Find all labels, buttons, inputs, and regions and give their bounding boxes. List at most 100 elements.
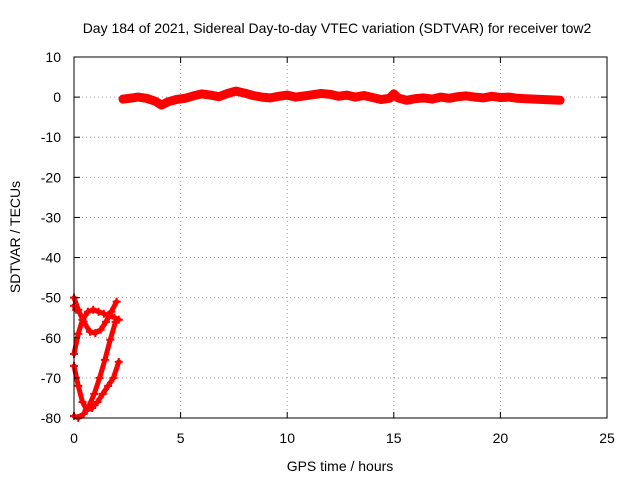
data-point xyxy=(100,355,109,364)
data-point xyxy=(291,93,300,102)
data-point xyxy=(547,95,556,104)
data-point xyxy=(394,93,403,102)
data-point xyxy=(453,92,462,101)
y-tick-label: 0 xyxy=(53,89,61,105)
data-point xyxy=(504,93,513,102)
x-tick-label: 5 xyxy=(177,430,185,446)
series-branch-2 xyxy=(70,305,123,358)
data-point xyxy=(470,93,479,102)
x-tick-label: 15 xyxy=(386,430,402,446)
data-point xyxy=(521,94,530,103)
data-point xyxy=(462,91,471,100)
data-point xyxy=(101,317,110,326)
data-point xyxy=(556,96,565,105)
data-point xyxy=(106,335,115,344)
data-point xyxy=(428,95,437,104)
data-point xyxy=(411,94,420,103)
data-point xyxy=(317,89,326,98)
series-line xyxy=(71,359,122,413)
data-point xyxy=(487,92,496,101)
data-point xyxy=(98,389,107,398)
data-point xyxy=(94,307,103,316)
data-point xyxy=(78,315,87,324)
data-point xyxy=(223,89,232,98)
data-point xyxy=(368,93,377,102)
data-point xyxy=(436,93,445,102)
data-point xyxy=(377,95,386,104)
data-point xyxy=(385,94,394,103)
data-point xyxy=(240,89,249,98)
data-point xyxy=(283,91,292,100)
data-point xyxy=(111,317,120,326)
data-point xyxy=(342,91,351,100)
data-point xyxy=(197,89,206,98)
data-point xyxy=(274,92,283,101)
data-point xyxy=(351,93,360,102)
y-tick-label: -30 xyxy=(41,209,61,225)
series-branch-3 xyxy=(70,357,123,414)
data-point xyxy=(214,92,223,101)
data-point xyxy=(496,93,505,102)
data-point xyxy=(74,329,83,338)
data-point xyxy=(266,93,275,102)
series-branch-4 xyxy=(70,317,120,422)
data-point xyxy=(109,373,118,382)
data-point xyxy=(99,309,108,318)
data-point xyxy=(419,93,428,102)
data-point xyxy=(163,97,172,106)
data-point xyxy=(105,311,114,320)
data-point xyxy=(359,91,368,100)
y-tick-label: 10 xyxy=(45,49,61,65)
chart-title: Day 184 of 2021, Sidereal Day-to-day VTE… xyxy=(83,20,592,36)
x-tick-label: 25 xyxy=(599,430,615,446)
x-tick-label: 0 xyxy=(70,430,78,446)
data-point xyxy=(85,327,94,336)
data-point xyxy=(300,91,309,100)
plot-frame xyxy=(73,56,608,419)
data-point xyxy=(180,94,189,103)
data-point xyxy=(91,328,100,337)
data-point xyxy=(539,95,548,104)
data-point xyxy=(84,401,93,410)
data-point xyxy=(96,325,105,334)
data-point xyxy=(89,305,98,314)
data-point xyxy=(389,89,398,98)
data-point xyxy=(93,397,102,406)
data-point xyxy=(334,92,343,101)
y-tick-label: -80 xyxy=(41,410,61,426)
x-tick-label: 10 xyxy=(279,430,295,446)
series-main-track xyxy=(118,86,565,110)
x-tick-label: 20 xyxy=(493,430,509,446)
data-point xyxy=(133,93,142,102)
y-tick-label: -70 xyxy=(41,370,61,386)
data-point xyxy=(189,91,198,100)
data-point xyxy=(72,305,81,314)
data-point xyxy=(83,307,92,316)
data-point xyxy=(125,94,134,103)
data-point xyxy=(530,95,539,104)
y-tick-label: -20 xyxy=(41,169,61,185)
data-point xyxy=(151,97,160,106)
data-point xyxy=(90,389,99,398)
y-tick-label: -40 xyxy=(41,250,61,266)
data-point xyxy=(249,91,258,100)
data-point xyxy=(78,397,87,406)
data-point xyxy=(513,94,522,103)
x-axis-label: GPS time / hours xyxy=(287,458,394,474)
axis-ticks: 0 5 10 15 20 25 -80 -70 -60 -50 -40 -30 -20 -10 0 10 xyxy=(41,49,615,446)
data-point xyxy=(479,93,488,102)
data-point xyxy=(172,95,181,104)
data-point xyxy=(112,297,121,306)
data-point xyxy=(95,373,104,382)
data-point xyxy=(445,94,454,103)
y-axis-label: SDTVAR / TECUs xyxy=(7,181,23,293)
data-point xyxy=(104,381,113,390)
data-point xyxy=(157,101,166,110)
data-point xyxy=(74,381,83,390)
data-point xyxy=(402,96,411,105)
data-point xyxy=(79,409,88,418)
data-point xyxy=(232,87,241,96)
data-point xyxy=(206,91,215,100)
